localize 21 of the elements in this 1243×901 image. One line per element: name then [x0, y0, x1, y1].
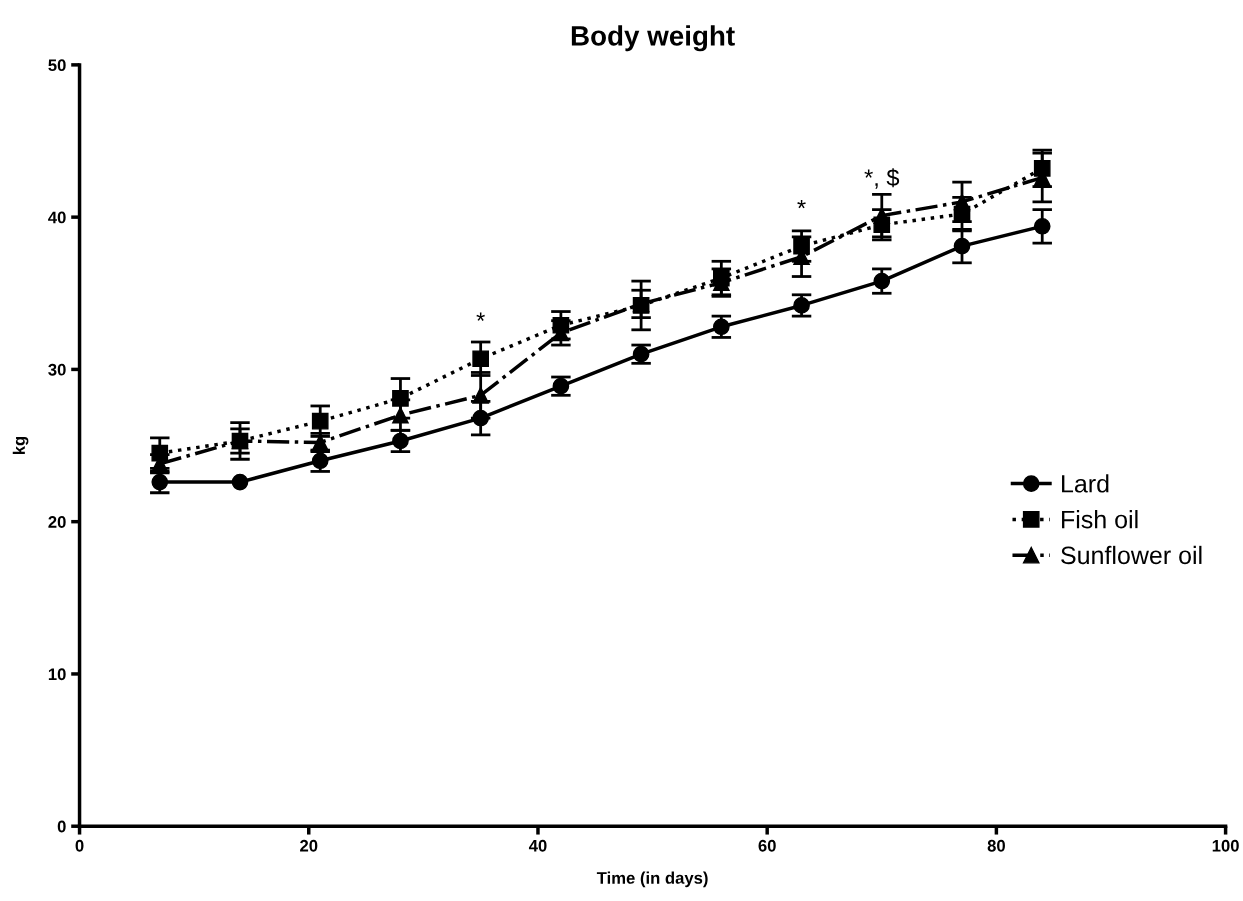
- legend-label: Fish oil: [1062, 510, 1138, 529]
- y-tick-label: 20: [48, 516, 66, 528]
- annotation: *: [476, 312, 485, 321]
- legend-label: Lard: [1062, 474, 1109, 493]
- y-tick-label: 30: [48, 363, 66, 376]
- y-axis-title: kg: [12, 436, 29, 455]
- y-tick-label: 40: [48, 211, 66, 224]
- x-tick-label: 20: [300, 839, 318, 852]
- x-tick-label: 0: [75, 839, 84, 852]
- x-tick-label: 60: [758, 839, 776, 852]
- y-tick-label: 50: [48, 59, 66, 72]
- x-tick-label: 40: [528, 839, 547, 852]
- x-tick-label: 100: [1212, 839, 1239, 852]
- chart-title: Body weight: [571, 25, 735, 52]
- annotation: *: [797, 199, 806, 209]
- x-tick-label: 80: [987, 839, 1005, 852]
- annotation: *, $: [864, 168, 900, 189]
- x-axis-title: Time (in days): [596, 871, 708, 888]
- legend-label: Sunflower oil: [1061, 545, 1202, 565]
- y-tick-label: 0: [57, 820, 66, 833]
- y-tick-label: 10: [48, 668, 66, 681]
